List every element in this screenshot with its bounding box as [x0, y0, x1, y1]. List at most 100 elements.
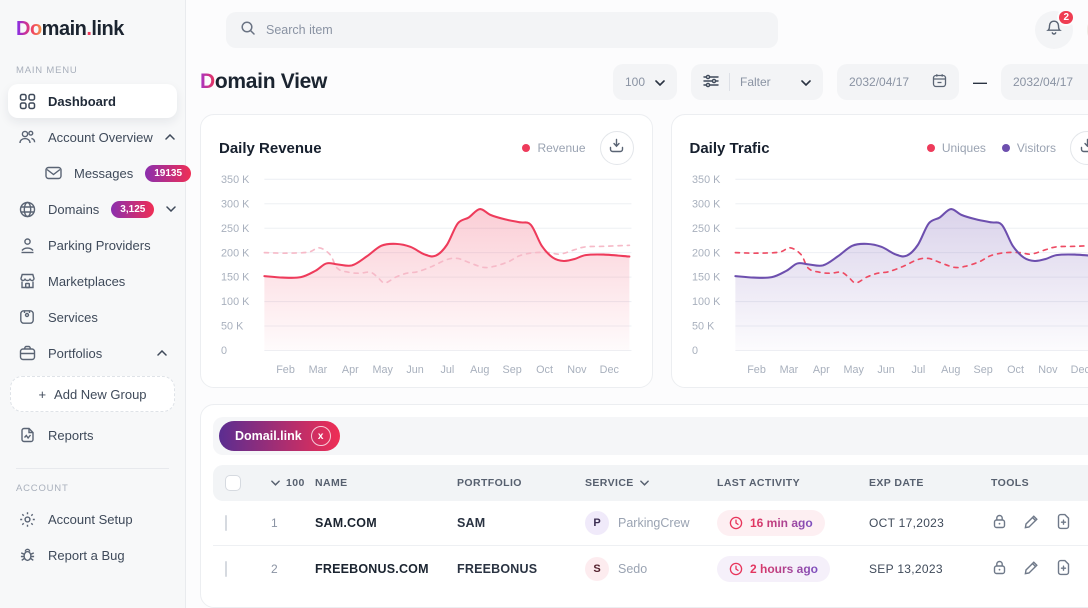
sidebar-item-report-a-bug[interactable]: Report a Bug [8, 538, 177, 572]
gear-icon [18, 510, 36, 528]
file-add-tool-button[interactable] [1055, 559, 1072, 579]
sidebar-item-reports[interactable]: Reports [8, 418, 177, 452]
download-icon [1080, 138, 1088, 158]
add-new-group-button[interactable]: + Add New Group [10, 376, 175, 412]
edit-tool-button[interactable] [1023, 513, 1040, 533]
row-tools [991, 559, 1088, 579]
topbar-right: 2 [1035, 9, 1088, 49]
svg-text:Aug: Aug [941, 364, 960, 376]
sidebar-item-dashboard[interactable]: Dashboard [8, 84, 177, 118]
daily-trafic-card: Daily Trafic Uniques Visitors 350 K 300 K… [670, 114, 1088, 388]
svg-text:Dec: Dec [600, 364, 620, 376]
sidebar-item-account-overview[interactable]: Account Overview [8, 120, 177, 154]
legend-item-uniques: Uniques [926, 141, 986, 155]
clock-icon [729, 516, 743, 530]
chevron-down-icon [639, 477, 649, 489]
select-all-checkbox[interactable] [225, 475, 241, 491]
chevron-down-icon [166, 206, 177, 212]
table-header-row: 100 NAME PORTFOLIO SERVICE LAST ACTIVITY… [213, 465, 1088, 501]
svg-text:Jun: Jun [406, 364, 423, 376]
svg-text:Nov: Nov [567, 364, 587, 376]
file-add-icon [1055, 513, 1072, 533]
chevron-down-icon [655, 75, 665, 89]
svg-text:150 K: 150 K [692, 272, 721, 284]
notifications-button[interactable]: 2 [1035, 9, 1075, 49]
filter-chip-strip: Domail.link x [213, 417, 1088, 455]
sidebar-item-parking-providers[interactable]: Parking Providers [8, 228, 177, 262]
download-chart-button[interactable] [599, 131, 634, 165]
svg-text:100 K: 100 K [692, 296, 721, 308]
table-row[interactable]: 1 SAM.COM SAM P ParkingCrew 16 min ago O… [213, 501, 1088, 546]
topbar: 2 [200, 0, 1088, 56]
column-exp-date[interactable]: EXP DATE [869, 477, 924, 489]
package-icon [18, 308, 36, 326]
svg-text:Mar: Mar [309, 364, 328, 376]
column-service[interactable]: SERVICE [585, 477, 717, 489]
sidebar-item-portfolios[interactable]: Portfolios [8, 336, 177, 370]
app-logo: Domain.link [16, 18, 124, 40]
svg-text:150 K: 150 K [221, 272, 250, 284]
date-to-value: 2032/04/17 [1013, 75, 1074, 89]
edit-tool-button[interactable] [1023, 559, 1040, 579]
sidebar-item-label: Dashboard [48, 93, 116, 109]
column-portfolio[interactable]: PORTFOLIO [457, 477, 522, 489]
date-to-picker[interactable]: 2032/04/17 [1001, 64, 1088, 100]
add-group-label: Add New Group [54, 386, 147, 402]
divider [729, 73, 730, 91]
domains-table-card: Domail.link x 100 NAME PORTFOLIO SERVICE… [200, 404, 1088, 608]
svg-text:200 K: 200 K [692, 247, 721, 259]
filter-dropdown[interactable]: Falter [691, 64, 823, 100]
row-checkbox[interactable] [225, 515, 227, 531]
lock-icon [991, 559, 1008, 579]
svg-text:50 K: 50 K [221, 321, 244, 333]
calendar-icon [932, 73, 947, 91]
lock-icon [991, 513, 1008, 533]
globe-icon [18, 200, 36, 218]
date-from-picker[interactable]: 2032/04/17 [837, 64, 959, 100]
page-size-select[interactable]: 100 [613, 64, 677, 100]
sidebar-item-label: Portfolios [48, 345, 103, 361]
row-checkbox[interactable] [225, 560, 227, 577]
file-add-icon [1055, 559, 1072, 579]
lock-tool-button[interactable] [991, 559, 1008, 579]
sidebar-item-messages[interactable]: Messages 19135 [34, 156, 192, 190]
file-add-tool-button[interactable] [1055, 513, 1072, 533]
sidebar-item-marketplaces[interactable]: Marketplaces [8, 264, 177, 298]
service-cell: S Sedo [585, 556, 717, 581]
service-name: Sedo [618, 561, 648, 576]
svg-text:Apr: Apr [812, 364, 829, 376]
svg-text:300 K: 300 K [221, 198, 250, 210]
search-bar[interactable] [226, 12, 778, 48]
domains-count-badge: 3,125 [111, 200, 155, 218]
domain-name: FREEBONUS.COM [315, 561, 429, 576]
sidebar-item-label: Messages [74, 165, 134, 181]
chart-title: Daily Revenue [219, 139, 322, 157]
close-icon[interactable]: x [310, 426, 331, 446]
sidebar-item-label: Services [48, 309, 98, 325]
column-last-activity[interactable]: LAST ACTIVITY [717, 477, 800, 489]
domain-filter-chip[interactable]: Domail.link x [219, 421, 340, 451]
table-row[interactable]: 2 FREEBONUS.COM FREEBONUS S Sedo 2 hours… [213, 546, 1088, 591]
messages-count-badge: 19135 [145, 164, 192, 182]
download-chart-button[interactable] [1070, 131, 1088, 165]
row-number: 1 [271, 516, 278, 530]
svg-text:Oct: Oct [536, 364, 553, 376]
sidebar-item-account-setup[interactable]: Account Setup [8, 502, 177, 536]
search-input[interactable] [266, 23, 764, 37]
daily-trafic-plot: 350 K 300 K 250 K 200 K 150 K 100 K 50 K 0 Feb Ma… [690, 169, 1088, 381]
legend-item-visitors: Visitors [1001, 141, 1056, 155]
sidebar-item-services[interactable]: Services [8, 300, 177, 334]
portfolio-name: SAM [457, 516, 486, 530]
daily-revenue-card: Daily Revenue Revenue 350 K 300 K 250 K 200… [200, 114, 653, 388]
svg-text:Oct: Oct [1007, 364, 1024, 376]
main-content: 2 Domain View 100 Falter [186, 0, 1088, 608]
lock-tool-button[interactable] [991, 513, 1008, 533]
sidebar-item-label: Parking Providers [48, 237, 151, 253]
column-count[interactable]: 100 [271, 477, 315, 489]
date-from-value: 2032/04/17 [849, 75, 910, 89]
column-name[interactable]: NAME [315, 477, 348, 489]
account-section-label: ACCOUNT [16, 483, 69, 494]
sidebar-item-label: Reports [48, 427, 94, 443]
sidebar-item-domains[interactable]: Domains 3,125 [8, 192, 177, 226]
